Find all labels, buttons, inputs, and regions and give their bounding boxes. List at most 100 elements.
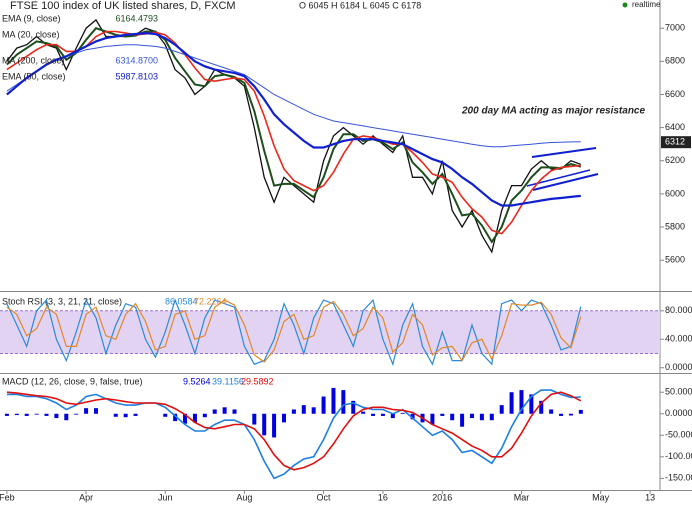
series-line xyxy=(6,299,582,363)
histogram-bar xyxy=(390,413,395,419)
histogram-bar xyxy=(64,413,69,421)
panel-title: MACD (12, 26, close, 9, false, true) xyxy=(2,376,143,386)
y-tick-label: 6400 xyxy=(665,122,685,132)
histogram-bar xyxy=(301,405,306,414)
band xyxy=(0,310,660,354)
legend-label: MA (20, close) xyxy=(2,29,60,39)
histogram-bar xyxy=(54,413,59,419)
histogram-bar xyxy=(380,413,385,416)
histogram-bar xyxy=(84,408,89,414)
histogram-bar xyxy=(262,413,267,436)
series-line xyxy=(6,31,581,207)
legend-value: 6314.8700 xyxy=(115,55,158,65)
y-tick-label: 6000 xyxy=(665,188,685,198)
y-tick-label: 5600 xyxy=(665,255,685,265)
y-tick-label: 40.0000 xyxy=(665,334,692,344)
histogram-bar xyxy=(212,409,217,414)
x-tick-label: Oct xyxy=(317,492,332,502)
x-tick-label: 16 xyxy=(378,492,388,502)
histogram-bar xyxy=(460,413,465,427)
histogram-bar xyxy=(549,409,554,414)
histogram-bar xyxy=(113,413,118,417)
histogram-bar xyxy=(281,413,286,423)
histogram-bar xyxy=(311,407,316,414)
x-tick-label: Apr xyxy=(79,492,93,502)
histogram-bar xyxy=(173,413,178,422)
status: realtime xyxy=(632,0,661,9)
price-marker xyxy=(661,136,691,149)
histogram-bar xyxy=(559,413,564,416)
histogram-bar xyxy=(123,413,128,418)
panel-title: Stoch RSI (3, 3, 21, 21, close) xyxy=(2,296,122,306)
histogram-bar xyxy=(252,413,257,425)
legend-label: MA (200, close) xyxy=(2,55,65,65)
y-tick-label: -50.0000 xyxy=(665,430,692,440)
histogram-bar xyxy=(24,413,29,416)
histogram-bar xyxy=(509,392,514,414)
legend-value: 72.2264 xyxy=(194,296,227,306)
histogram-bar xyxy=(202,413,207,418)
histogram-bar xyxy=(331,387,336,414)
histogram-bar xyxy=(469,413,474,419)
legend-value: 29.5892 xyxy=(241,376,274,386)
histogram-bar xyxy=(272,413,277,438)
histogram-bar xyxy=(4,413,9,416)
x-tick-label: Mar xyxy=(514,492,530,502)
histogram-bar xyxy=(321,396,326,414)
histogram-bar xyxy=(400,412,405,414)
x-tick-label: May xyxy=(592,492,610,502)
legend-label: EMA (9, close) xyxy=(2,13,61,23)
price-marker-label: 6312 xyxy=(665,137,685,147)
trend-line xyxy=(532,173,599,191)
x-tick-label: Aug xyxy=(236,492,252,502)
y-tick-label: -100.0000 xyxy=(665,451,692,461)
histogram-bar xyxy=(479,413,484,421)
legend-value: 39.1156 xyxy=(212,376,244,386)
series-line xyxy=(6,391,582,471)
histogram-bar xyxy=(519,390,524,414)
series-line xyxy=(6,298,582,367)
x-tick-label: Jun xyxy=(158,492,173,502)
histogram-bar xyxy=(74,413,79,415)
histogram-bar xyxy=(44,413,49,416)
histogram-bar xyxy=(192,413,197,423)
ohlc-readout: O 6045 H 6184 L 6045 C 6178 xyxy=(299,0,421,10)
histogram-bar xyxy=(232,409,237,414)
legend-label: EMA (50, close) xyxy=(2,71,66,81)
annotation: 200 day MA acting as major resistance xyxy=(461,106,645,117)
histogram-bar xyxy=(133,413,138,416)
status-dot xyxy=(622,2,628,8)
x-tick-label: Feb xyxy=(0,492,15,502)
histogram-bar xyxy=(163,413,168,417)
y-tick-label: 0.0000 xyxy=(665,408,692,418)
histogram-bar xyxy=(489,413,494,421)
histogram-bar xyxy=(499,405,504,414)
y-tick-label: 7000 xyxy=(665,23,685,33)
histogram-bar xyxy=(14,413,19,416)
y-tick-label: 0.0000 xyxy=(665,362,692,372)
series-line xyxy=(6,27,582,244)
histogram-bar xyxy=(440,413,445,416)
histogram-bar xyxy=(183,413,188,424)
legend-value: 5987.8103 xyxy=(115,71,158,81)
histogram-bar xyxy=(529,394,534,414)
y-tick-label: 6200 xyxy=(665,155,685,165)
series-line xyxy=(6,30,581,235)
y-tick-label: 80.0000 xyxy=(665,305,692,315)
x-tick-label: 13 xyxy=(645,492,655,502)
histogram-bar xyxy=(539,400,544,414)
histogram-bar xyxy=(341,390,346,414)
histogram-bar xyxy=(361,411,366,414)
histogram-bar xyxy=(222,407,227,414)
y-tick-label: 6600 xyxy=(665,89,685,99)
histogram-bar xyxy=(34,413,39,415)
histogram-bar xyxy=(430,413,435,425)
x-tick-label: 2016 xyxy=(432,492,452,502)
legend-value: 86.0584 xyxy=(165,296,198,306)
trend-line xyxy=(531,147,597,158)
legend-value: 9.5264 xyxy=(183,376,211,386)
histogram-bar xyxy=(371,413,376,416)
histogram-bar xyxy=(291,409,296,414)
